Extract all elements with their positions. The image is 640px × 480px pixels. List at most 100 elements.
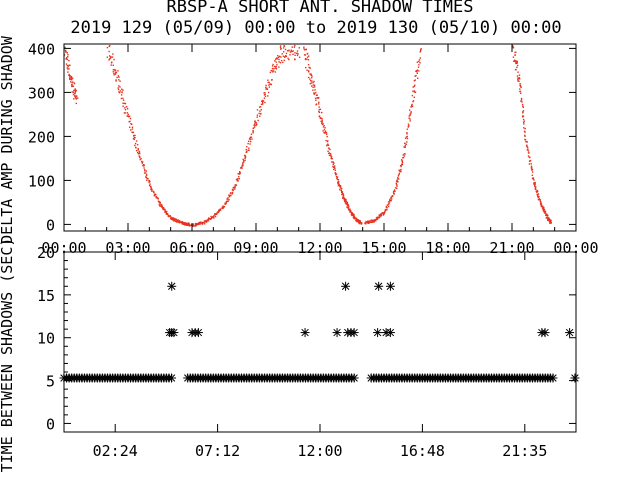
top-data-point: [397, 176, 399, 179]
top-data-point: [406, 128, 409, 130]
top-data-point: [408, 117, 410, 119]
top-data-point: [272, 63, 274, 66]
top-data-point: [268, 84, 270, 86]
bottom-x-tick-label: 07:12: [195, 442, 240, 460]
top-data-point: [530, 163, 532, 165]
top-data-point: [327, 143, 329, 145]
top-data-point: [271, 67, 274, 70]
top-data-point: [320, 120, 322, 123]
top-data-point: [345, 201, 348, 203]
top-data-point: [152, 190, 155, 193]
bottom-x-tick-label: 16:48: [400, 442, 445, 460]
top-data-point: [315, 103, 318, 105]
top-y-tick-label: 400: [28, 40, 55, 58]
bottom-data-point: [374, 281, 384, 291]
top-data-point: [183, 222, 185, 224]
top-data-point: [130, 129, 132, 131]
top-data-point: [170, 216, 172, 218]
top-data-point: [222, 206, 225, 208]
top-data-point: [122, 105, 124, 107]
top-data-point: [289, 54, 291, 56]
top-data-point: [122, 97, 124, 100]
top-data-point: [393, 193, 395, 195]
top-data-point: [411, 94, 414, 97]
top-data-point: [270, 83, 272, 86]
top-data-point: [135, 147, 137, 149]
top-data-point: [242, 164, 244, 166]
top-data-point: [353, 215, 355, 217]
top-data-point: [532, 178, 534, 180]
top-data-point: [228, 194, 230, 196]
top-data-point: [543, 209, 546, 211]
top-data-point: [268, 81, 270, 84]
top-data-point: [416, 69, 419, 71]
top-y-tick-label: 300: [28, 84, 55, 102]
top-data-point: [201, 222, 203, 225]
top-data-point: [314, 86, 316, 88]
top-data-point: [403, 155, 406, 157]
top-data-point: [512, 46, 515, 48]
top-data-point: [347, 207, 349, 209]
top-data-point: [129, 120, 131, 123]
top-data-point: [257, 119, 259, 122]
top-data-point: [336, 177, 338, 180]
top-data-point: [282, 55, 285, 57]
top-data-point: [215, 213, 218, 215]
top-data-point: [241, 165, 243, 168]
top-data-point: [534, 183, 536, 185]
top-data-point: [297, 53, 299, 55]
top-data-point: [119, 86, 121, 88]
top-data-point: [321, 121, 323, 123]
top-data-point: [117, 75, 120, 77]
top-data-point: [158, 204, 160, 206]
top-data-point: [534, 185, 536, 187]
top-data-point: [70, 77, 72, 79]
top-data-point: [190, 224, 192, 226]
top-data-point: [345, 203, 348, 205]
top-data-point: [202, 221, 204, 224]
top-data-point: [268, 86, 271, 88]
top-data-point: [522, 116, 524, 118]
top-data-point: [253, 124, 255, 127]
top-data-point: [373, 221, 375, 223]
top-data-point: [406, 135, 408, 138]
top-data-point: [254, 123, 256, 125]
top-data-point: [211, 216, 213, 219]
top-data-point: [322, 123, 324, 125]
top-data-point: [225, 201, 227, 203]
top-data-point: [414, 75, 416, 77]
top-data-point: [74, 96, 77, 99]
top-data-point: [239, 173, 241, 175]
top-data-point: [208, 218, 211, 220]
top-data-point: [228, 196, 231, 198]
top-data-point: [523, 121, 525, 124]
top-data-point: [379, 216, 381, 218]
top-data-point: [196, 223, 198, 225]
top-data-point: [303, 54, 306, 56]
top-data-point: [364, 222, 367, 225]
top-data-point: [256, 109, 259, 111]
top-data-point: [400, 159, 403, 161]
top-data-point: [529, 159, 532, 162]
top-data-point: [124, 102, 127, 105]
top-data-point: [243, 161, 245, 163]
top-data-point: [416, 70, 418, 73]
top-data-point: [542, 207, 544, 209]
top-data-point: [410, 106, 412, 108]
top-data-point: [118, 79, 120, 81]
top-data-point: [412, 90, 414, 92]
top-data-point: [118, 76, 120, 78]
top-data-point: [522, 115, 525, 117]
top-data-point: [127, 115, 129, 117]
top-data-point: [549, 222, 551, 224]
top-data-point: [369, 221, 371, 223]
top-data-point: [340, 188, 343, 190]
top-data-point: [150, 188, 152, 191]
top-data-point: [345, 199, 347, 201]
top-data-point: [388, 201, 391, 203]
top-data-point: [69, 76, 71, 78]
top-data-point: [404, 146, 406, 148]
top-data-point: [69, 64, 71, 66]
top-data-point: [112, 71, 114, 73]
top-data-point: [113, 58, 115, 61]
